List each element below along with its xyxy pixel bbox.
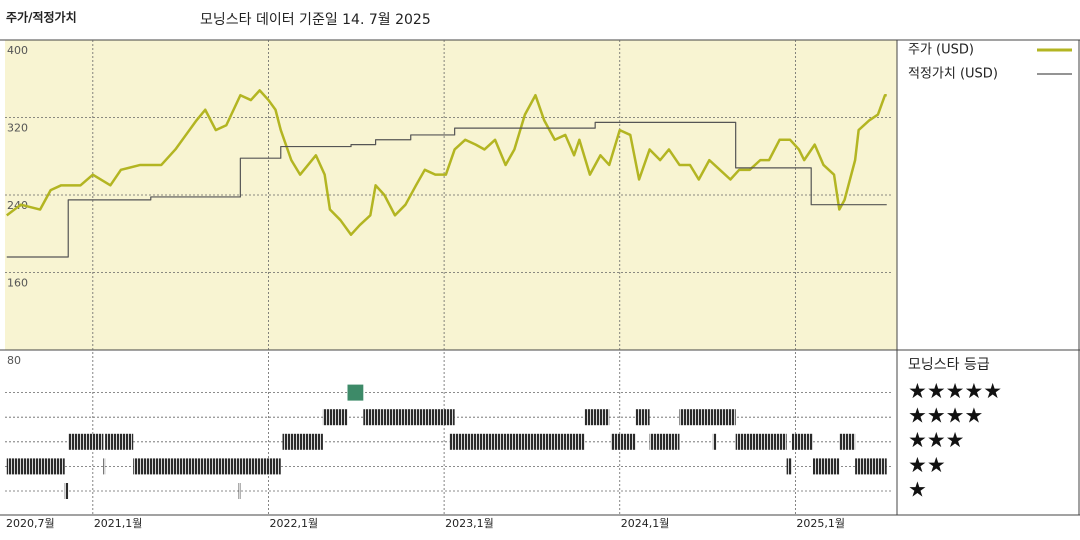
rating-bar bbox=[584, 409, 610, 426]
rating-bar bbox=[133, 458, 281, 475]
rating-bar bbox=[347, 384, 364, 401]
rating-bar bbox=[812, 458, 840, 475]
rating-bar bbox=[238, 483, 241, 499]
rating-legend: ★★★★★ bbox=[908, 379, 1002, 403]
rating-bar bbox=[635, 409, 650, 426]
rating-bar bbox=[855, 458, 887, 475]
rating-legend: ★★★★ bbox=[908, 404, 983, 428]
x-tick-label: 2025,1월 bbox=[796, 517, 845, 530]
rating-legend: ★★★ bbox=[908, 428, 964, 452]
rating-bar bbox=[679, 409, 736, 426]
x-tick-label: 2021,1월 bbox=[94, 517, 143, 530]
rating-bar bbox=[282, 433, 323, 450]
rating-bar bbox=[712, 433, 717, 450]
rating-bar bbox=[786, 458, 792, 475]
x-tick-label: 2020,7월 bbox=[6, 517, 55, 530]
rating-bar bbox=[68, 433, 104, 450]
rating-legend: ★ bbox=[908, 477, 927, 501]
rating-bar bbox=[363, 409, 455, 426]
y-tick-label: 240 bbox=[7, 199, 28, 212]
chart-subtitle: 모닝스타 데이터 기준일 14. 7월 2025 bbox=[200, 12, 431, 28]
rating-bar bbox=[839, 433, 856, 450]
chart-title: 주가/적정가치 bbox=[6, 10, 77, 25]
rating-bar bbox=[649, 433, 680, 450]
legend-label: 적정가치 (USD) bbox=[908, 67, 998, 82]
rating-bar bbox=[6, 458, 65, 475]
y-tick-label: 320 bbox=[7, 122, 28, 135]
rating-bar bbox=[449, 433, 585, 450]
y-tick-label: 160 bbox=[7, 277, 28, 290]
rating-bar bbox=[103, 458, 106, 475]
rating-bar bbox=[735, 433, 787, 450]
rating-bar bbox=[64, 483, 69, 499]
series-line bbox=[6, 121, 887, 258]
x-tick-label: 2022,1월 bbox=[269, 517, 318, 530]
y-tick-label: 400 bbox=[7, 44, 28, 57]
x-tick-label: 2023,1월 bbox=[445, 517, 494, 530]
rating-title: 모닝스타 등급 bbox=[908, 357, 990, 373]
rating-bar bbox=[322, 409, 348, 426]
rating-bar bbox=[791, 433, 813, 450]
series-line bbox=[6, 89, 887, 236]
legend-label: 주가 (USD) bbox=[908, 43, 974, 58]
rating-legend: ★★ bbox=[908, 453, 946, 477]
x-tick-label: 2024,1월 bbox=[621, 517, 670, 530]
y-tick-label: 80 bbox=[7, 354, 21, 367]
rating-bar bbox=[105, 433, 134, 450]
rating-bar bbox=[610, 433, 636, 450]
